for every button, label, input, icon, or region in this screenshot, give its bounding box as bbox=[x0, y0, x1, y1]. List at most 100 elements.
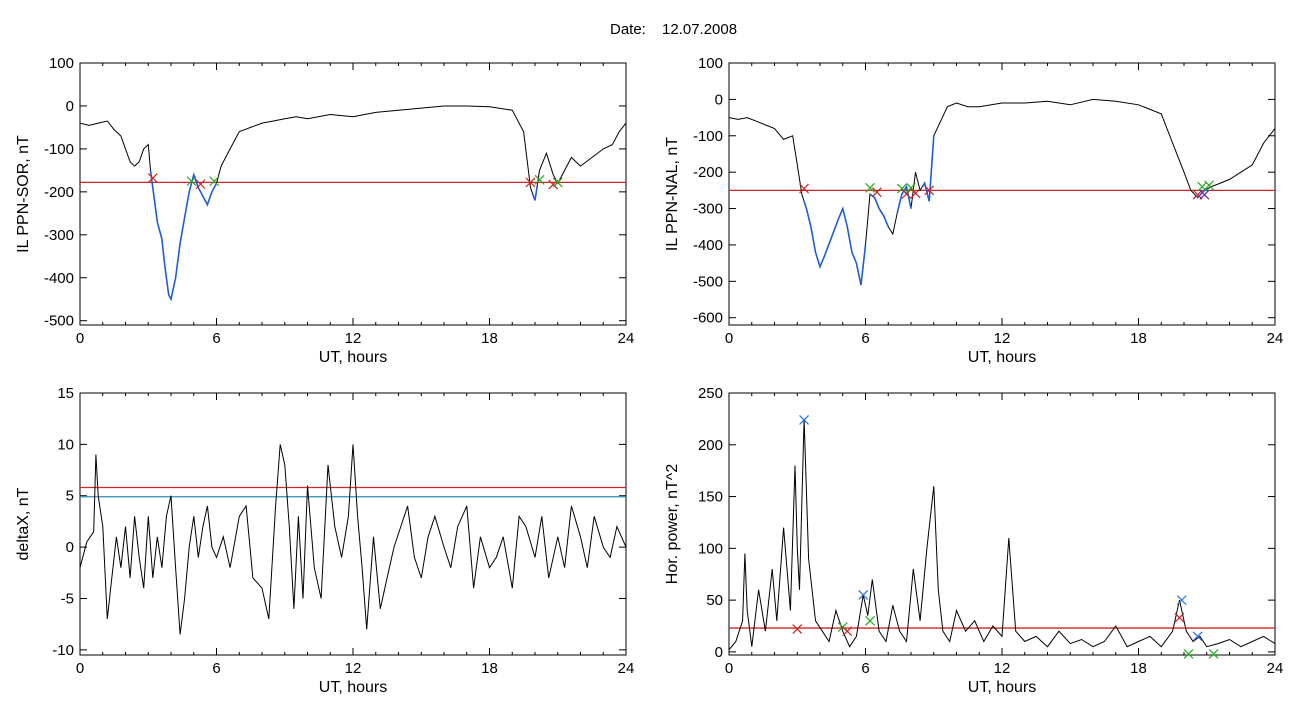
y-tick-label: 0 bbox=[66, 98, 74, 115]
y-axis-label: deltaX, nT bbox=[15, 487, 32, 560]
y-tick-label: -100 bbox=[693, 128, 723, 145]
highlight-segment bbox=[869, 193, 890, 228]
series-line bbox=[729, 418, 1275, 651]
x-tick-label: 12 bbox=[345, 660, 362, 677]
x-tick-label: 0 bbox=[725, 660, 733, 677]
x-tick-label: 18 bbox=[481, 330, 498, 347]
x-axis-label: UT, hours bbox=[968, 679, 1036, 696]
event-marker bbox=[1183, 649, 1194, 659]
x-tick-label: 6 bbox=[861, 330, 869, 347]
plot-frame bbox=[79, 62, 627, 326]
event-marker bbox=[865, 615, 875, 626]
x-tick-label: 18 bbox=[481, 660, 498, 677]
plot-frame bbox=[728, 392, 1276, 656]
y-tick-label: -10 bbox=[52, 642, 74, 659]
x-axis-label: UT, hours bbox=[319, 679, 387, 696]
y-tick-label: 5 bbox=[66, 488, 74, 505]
y-tick-label: -300 bbox=[693, 201, 723, 218]
event-marker bbox=[896, 183, 907, 194]
event-marker bbox=[525, 177, 536, 188]
event-marker bbox=[1208, 649, 1219, 659]
highlight-segment bbox=[531, 185, 539, 201]
event-marker bbox=[1199, 189, 1210, 200]
y-tick-label: -400 bbox=[44, 270, 74, 287]
event-marker bbox=[924, 185, 935, 196]
event-marker bbox=[858, 590, 869, 600]
event-marker bbox=[1192, 631, 1203, 642]
y-axis-label: Hor. power, nT^2 bbox=[664, 464, 681, 585]
date-label: Date: bbox=[610, 21, 646, 38]
x-tick-label: 12 bbox=[345, 330, 362, 347]
chart-deltax: 0 6 12 18 24 15 10 5 0 -5 -10 UT, hours deltaX, nT bbox=[15, 385, 634, 696]
y-tick-label: 50 bbox=[706, 592, 723, 609]
event-marker bbox=[186, 176, 197, 187]
x-tick-label: 24 bbox=[618, 330, 635, 347]
y-tick-label: 10 bbox=[57, 436, 74, 453]
highlight-segment bbox=[1197, 188, 1208, 199]
event-marker bbox=[534, 174, 545, 185]
x-tick-label: 18 bbox=[1130, 330, 1147, 347]
chart-ppn-nal: 0 6 12 18 24 100 0 -100 -200 -300 -400 -500 -600 UT, … bbox=[664, 55, 1283, 366]
x-tick-label: 24 bbox=[618, 660, 635, 677]
chart-ppn-sor: 0 6 12 18 24 100 0 -100 -200 -300 -400 -500 UT, hour… bbox=[15, 55, 634, 366]
series-line bbox=[80, 444, 626, 635]
event-marker bbox=[147, 173, 158, 184]
y-tick-label: 250 bbox=[698, 385, 723, 402]
y-tick-label: -200 bbox=[693, 164, 723, 181]
event-marker bbox=[209, 176, 220, 187]
event-marker bbox=[1176, 595, 1187, 606]
x-tick-label: 24 bbox=[1267, 660, 1284, 677]
y-tick-label: 0 bbox=[715, 91, 723, 108]
event-marker bbox=[901, 189, 912, 199]
y-tick-label: -300 bbox=[44, 227, 74, 244]
x-tick-label: 18 bbox=[1130, 660, 1147, 677]
event-marker bbox=[552, 177, 563, 188]
x-tick-label: 24 bbox=[1267, 330, 1284, 347]
x-tick-label: 6 bbox=[861, 660, 869, 677]
y-tick-label: -100 bbox=[44, 141, 74, 158]
event-marker bbox=[910, 188, 921, 199]
series-line bbox=[80, 105, 626, 301]
y-tick-label: 150 bbox=[698, 489, 723, 506]
event-marker bbox=[799, 183, 809, 194]
plot-frame bbox=[728, 62, 1276, 326]
x-tick-label: 0 bbox=[725, 330, 733, 347]
highlight-segment bbox=[149, 170, 218, 302]
y-tick-label: 100 bbox=[49, 55, 74, 72]
event-marker bbox=[842, 626, 853, 637]
y-tick-label: -600 bbox=[693, 310, 723, 327]
y-tick-label: 100 bbox=[698, 55, 723, 72]
date-value: 12.07.2008 bbox=[662, 21, 737, 38]
highlight-segment bbox=[803, 201, 867, 286]
x-tick-label: 0 bbox=[76, 660, 84, 677]
plot-frame bbox=[79, 392, 627, 656]
event-marker bbox=[865, 182, 875, 193]
event-marker bbox=[1204, 180, 1214, 191]
event-marker bbox=[792, 624, 803, 635]
y-tick-label: -500 bbox=[44, 313, 74, 330]
event-marker bbox=[871, 187, 882, 198]
x-tick-label: 6 bbox=[212, 330, 220, 347]
y-tick-label: 15 bbox=[57, 385, 74, 402]
y-axis-label: IL PPN-SOR, nT bbox=[15, 135, 32, 253]
x-axis-label: UT, hours bbox=[968, 349, 1036, 366]
x-tick-label: 0 bbox=[76, 330, 84, 347]
event-marker bbox=[1174, 612, 1185, 623]
y-axis-label: IL PPN-NAL, nT bbox=[664, 137, 681, 251]
series-line bbox=[729, 98, 1275, 286]
y-tick-label: 0 bbox=[715, 644, 723, 661]
y-tick-label: 0 bbox=[66, 539, 74, 556]
event-marker bbox=[195, 179, 206, 190]
x-axis-label: UT, hours bbox=[319, 349, 387, 366]
x-tick-label: 12 bbox=[994, 660, 1011, 677]
y-tick-label: -200 bbox=[44, 184, 74, 201]
chart-hor-power: 0 6 12 18 24 250 200 150 100 50 0 UT, hours Hor. pow… bbox=[664, 385, 1283, 696]
x-tick-label: 6 bbox=[212, 660, 220, 677]
x-tick-label: 12 bbox=[994, 330, 1011, 347]
y-tick-label: -400 bbox=[693, 237, 723, 254]
y-tick-label: -5 bbox=[61, 590, 74, 607]
y-tick-label: 200 bbox=[698, 437, 723, 454]
y-tick-label: -500 bbox=[693, 273, 723, 290]
